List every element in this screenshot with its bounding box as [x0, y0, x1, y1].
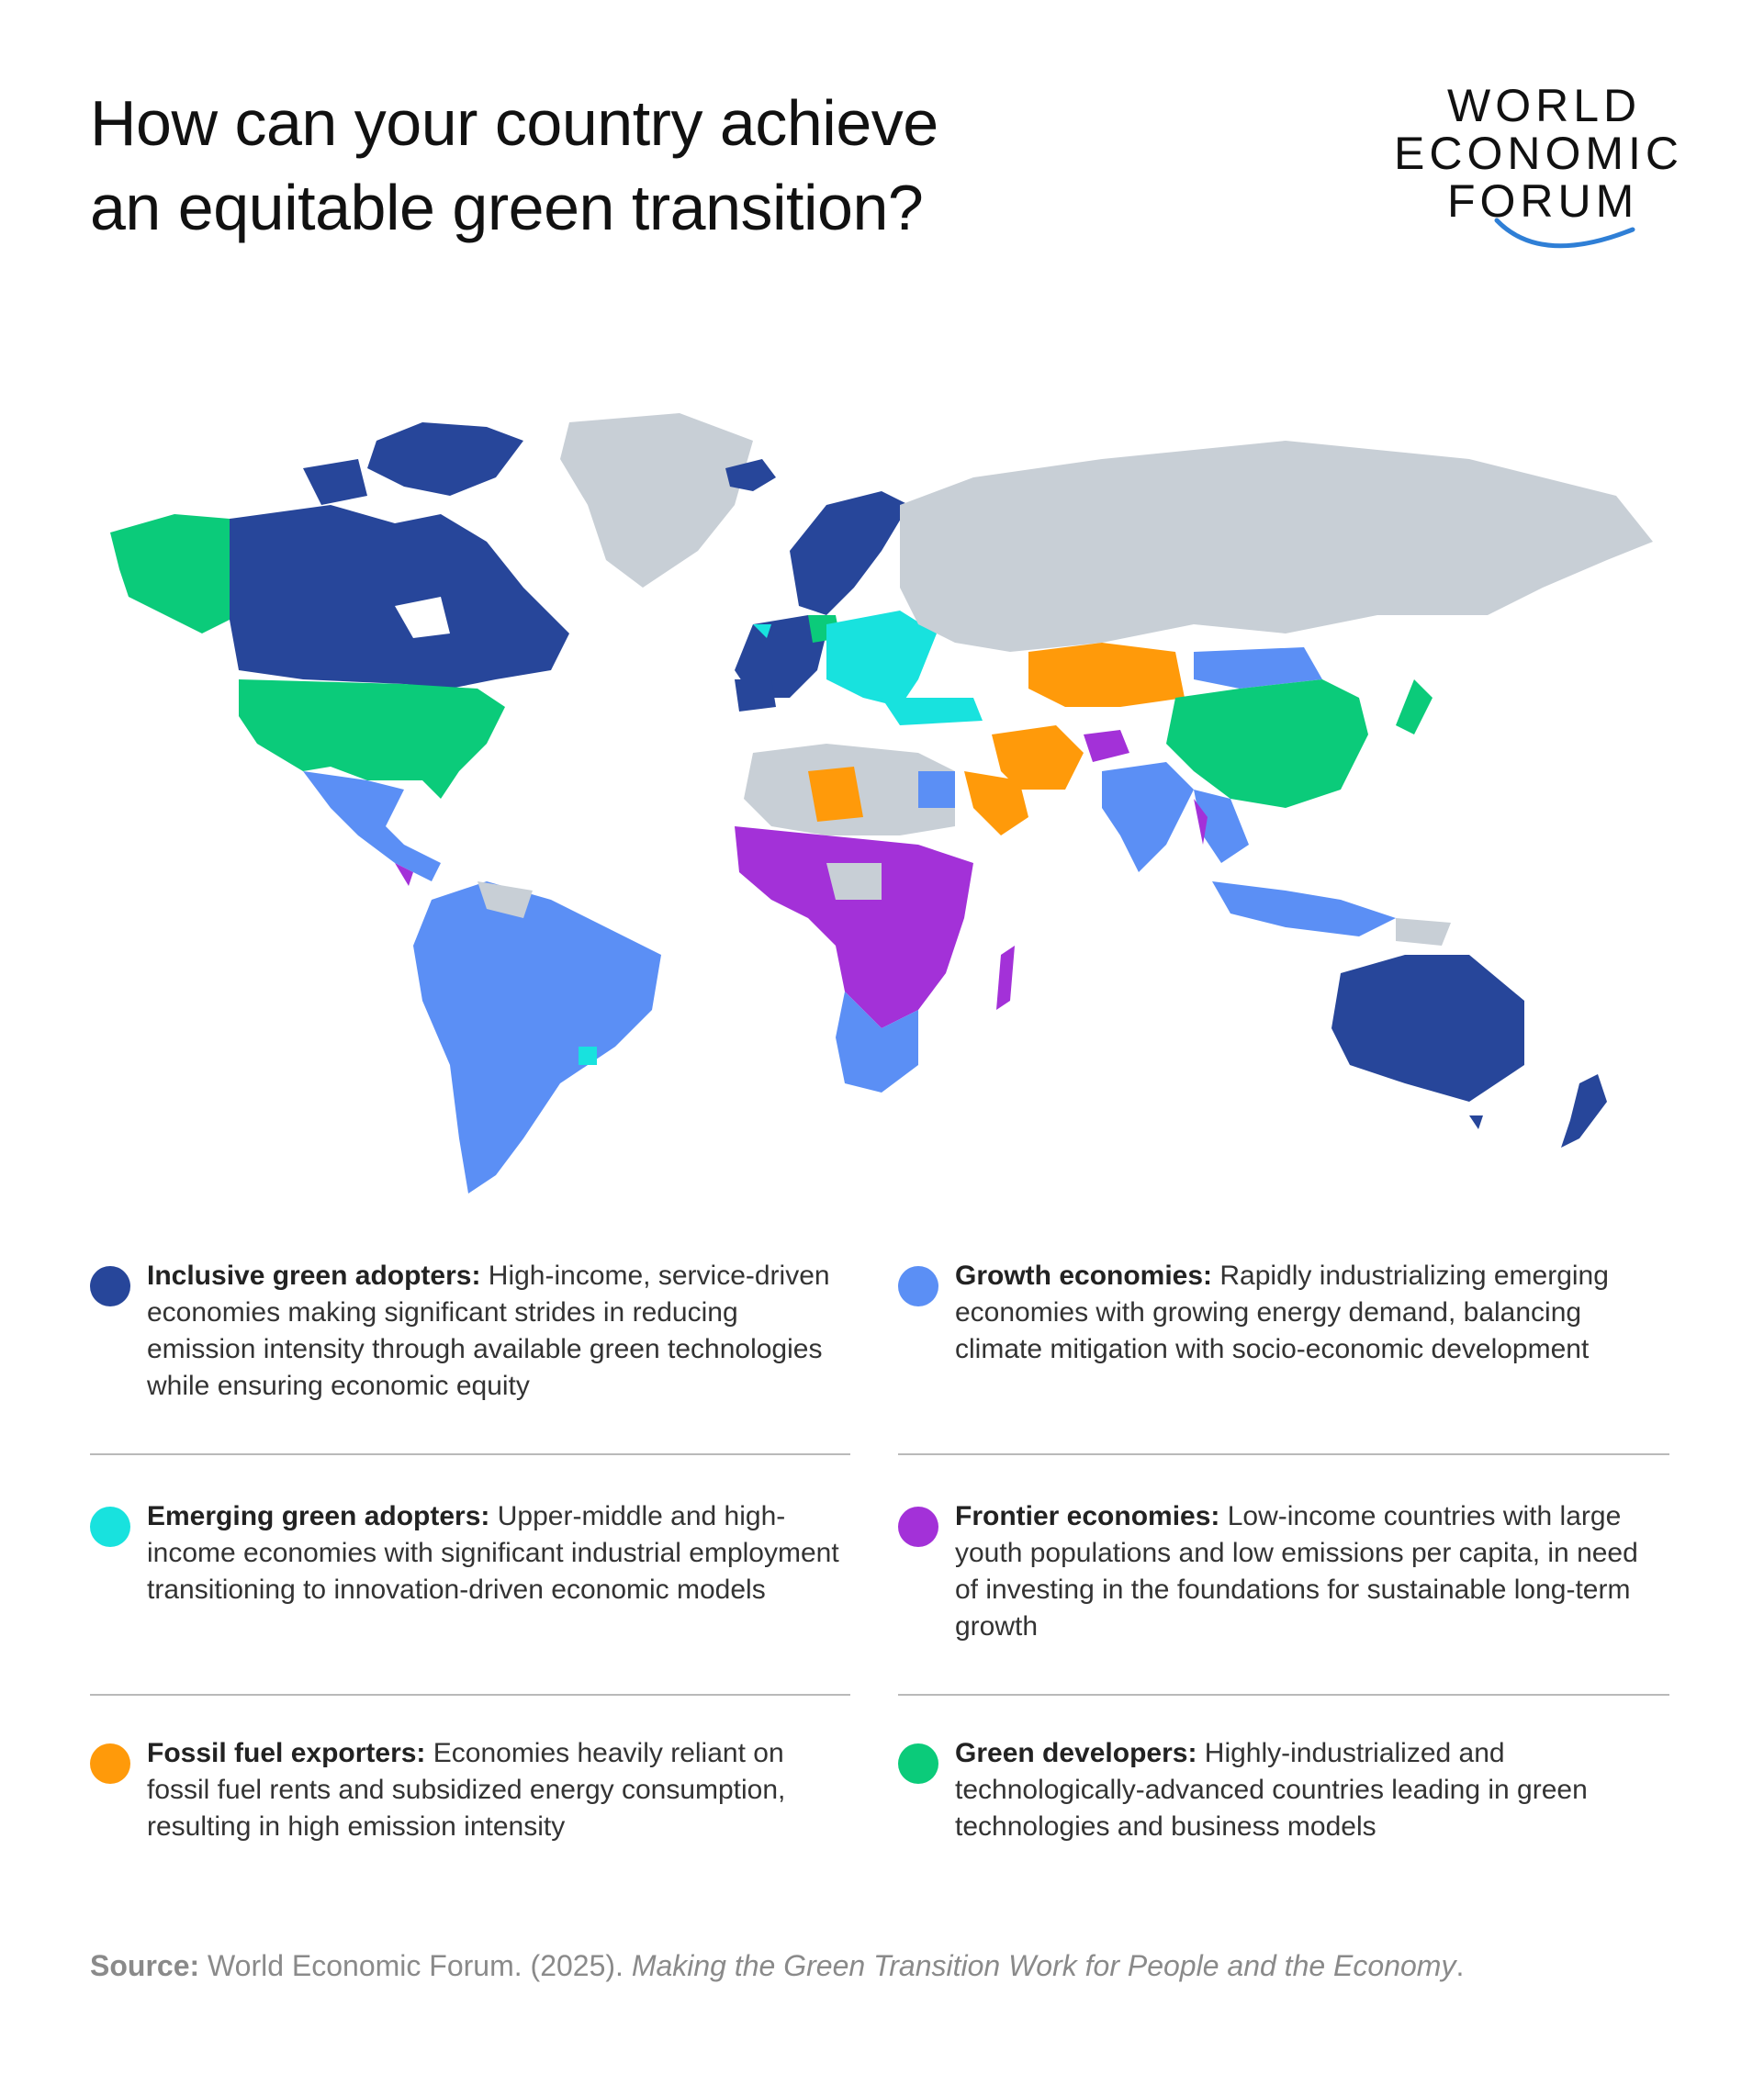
title-line-2: an equitable green transition?	[90, 172, 924, 243]
map-china	[1166, 679, 1368, 808]
map-canada-islands	[367, 422, 523, 496]
legend-label: Green developers:	[955, 1738, 1197, 1768]
map-canada	[230, 505, 569, 689]
legend-label: Fossil fuel exporters:	[147, 1738, 426, 1768]
legend-description: High-income, service-driven economies ma…	[147, 1261, 830, 1401]
legend-dot	[898, 1743, 938, 1784]
map-scandinavia	[790, 491, 909, 615]
legend-divider	[90, 1453, 850, 1455]
legend-description: Low-income countries with large youth po…	[955, 1501, 1638, 1642]
wef-logo: WORLD ECONOMIC FORUM	[1394, 83, 1688, 266]
map-africa-frontier	[735, 826, 973, 1028]
legend-dot	[898, 1266, 938, 1306]
map-usa	[239, 679, 505, 799]
map-iceland	[725, 459, 776, 491]
map-russia	[900, 441, 1653, 652]
title-line-1: How can your country achieve	[90, 87, 938, 159]
world-map	[110, 413, 1653, 1194]
legend-divider	[898, 1694, 1669, 1696]
logo-line-3: FORUM	[1447, 175, 1639, 227]
map-greenland	[560, 413, 753, 588]
source-publication: Making the Green Transition Work for Peo…	[631, 1949, 1456, 1982]
map-kazakhstan	[1028, 643, 1185, 707]
map-western-europe	[735, 615, 826, 698]
legend-label: Inclusive green adopters:	[147, 1261, 481, 1291]
map-alaska	[110, 514, 230, 633]
map-middle-east	[992, 725, 1084, 790]
source-label: Source:	[90, 1949, 200, 1982]
logo-line-1: WORLD	[1447, 80, 1642, 131]
logo-line-2: ECONOMIC	[1394, 128, 1683, 179]
source-text: World Economic Forum. (2025).	[199, 1949, 632, 1982]
legend-label: Frontier economies:	[955, 1501, 1220, 1531]
legend-dot	[90, 1743, 130, 1784]
legend-dot	[90, 1507, 130, 1547]
legend-dot	[898, 1507, 938, 1547]
map-south-america	[413, 881, 661, 1194]
legend-label: Growth economies:	[955, 1261, 1213, 1291]
page-title: How can your country achieve an equitabl…	[90, 81, 1192, 250]
legend-description: Rapidly industrializing emerging economi…	[955, 1261, 1609, 1364]
legend-description: Economies heavily reliant on fossil fuel…	[147, 1738, 786, 1842]
legend-divider	[898, 1453, 1669, 1455]
legend-divider	[90, 1694, 850, 1696]
map-indonesia	[1212, 881, 1396, 936]
legend-dot	[90, 1266, 130, 1306]
source-end: .	[1455, 1949, 1465, 1982]
map-mexico	[303, 771, 441, 881]
map-southern-africa	[836, 992, 918, 1093]
map-india	[1102, 762, 1194, 872]
map-eastern-europe	[826, 611, 937, 707]
logo-arc-icon	[1494, 218, 1635, 249]
map-australia	[1331, 955, 1524, 1102]
legend-label: Emerging green adopters:	[147, 1501, 490, 1531]
source-note: Source: World Economic Forum. (2025). Ma…	[90, 1949, 1464, 1983]
legend-description: Highly-industrialized and technologicall…	[955, 1738, 1588, 1842]
legend-description: Upper-middle and high-income economies w…	[147, 1501, 839, 1605]
